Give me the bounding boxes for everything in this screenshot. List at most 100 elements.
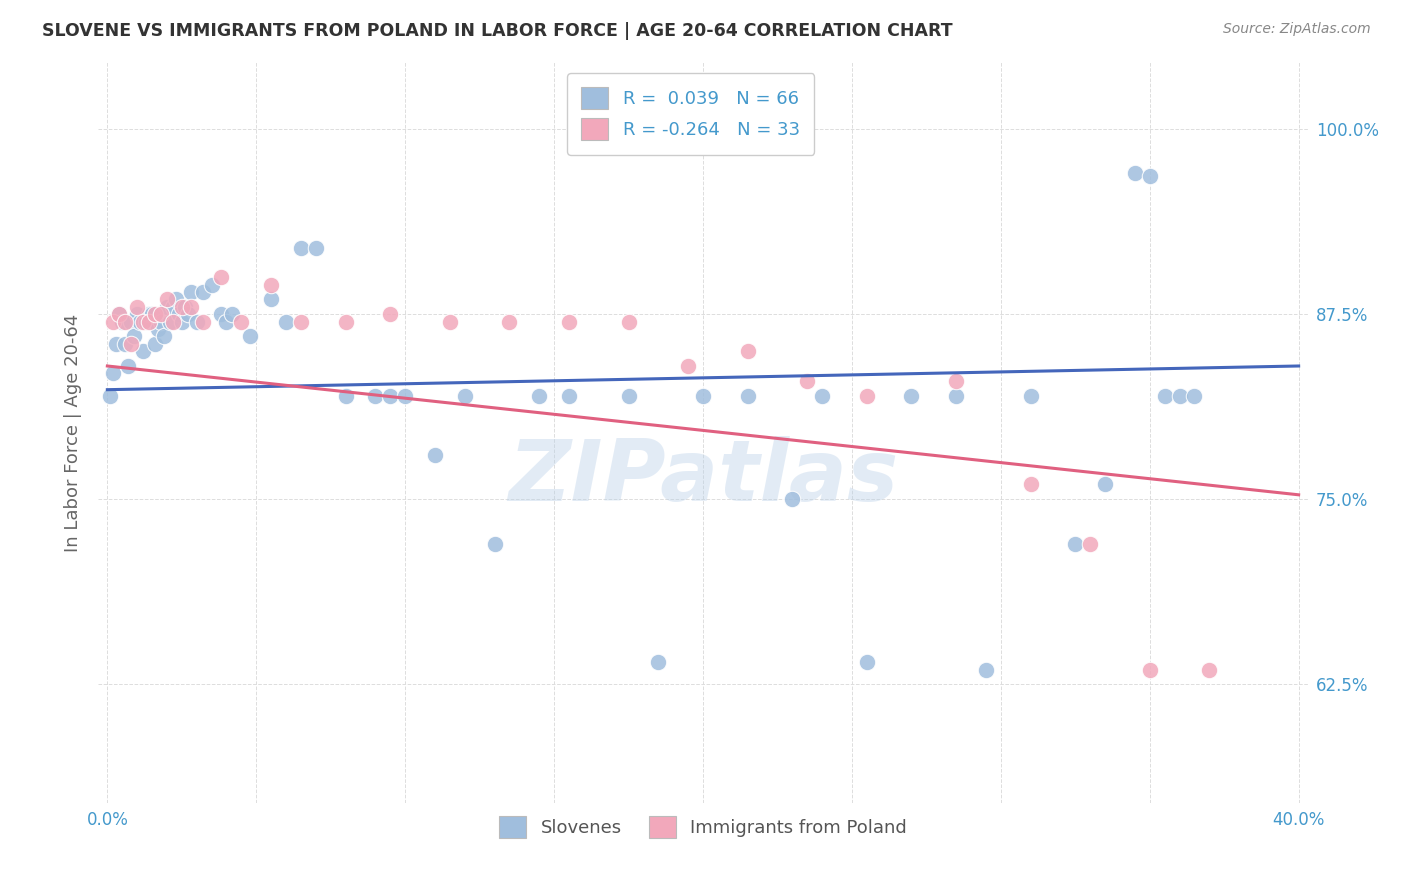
Point: [191, 314, 214, 328]
Point: [209, 270, 232, 285]
Point: [114, 314, 136, 328]
Point: [676, 359, 699, 373]
Point: [335, 389, 357, 403]
Point: [239, 329, 262, 343]
Point: [856, 655, 879, 669]
Point: [527, 389, 550, 403]
Point: [260, 293, 283, 307]
Text: SLOVENE VS IMMIGRANTS FROM POLAND IN LABOR FORCE | AGE 20-64 CORRELATION CHART: SLOVENE VS IMMIGRANTS FROM POLAND IN LAB…: [42, 22, 953, 40]
Point: [173, 300, 195, 314]
Point: [180, 285, 202, 299]
Point: [1139, 169, 1161, 184]
Point: [558, 314, 581, 328]
Point: [127, 300, 149, 314]
Point: [209, 307, 232, 321]
Point: [260, 277, 283, 292]
Point: [149, 314, 172, 328]
Point: [165, 293, 187, 307]
Point: [1019, 389, 1042, 403]
Point: [782, 492, 804, 507]
Point: [1123, 166, 1146, 180]
Point: [120, 336, 142, 351]
Point: [138, 307, 160, 321]
Point: [439, 314, 461, 328]
Point: [1184, 389, 1206, 403]
Point: [454, 389, 477, 403]
Point: [1064, 537, 1087, 551]
Point: [132, 314, 155, 328]
Point: [945, 389, 967, 403]
Text: Source: ZipAtlas.com: Source: ZipAtlas.com: [1223, 22, 1371, 37]
Point: [737, 389, 759, 403]
Point: [170, 314, 193, 328]
Point: [103, 367, 125, 381]
Point: [1094, 477, 1116, 491]
Point: [162, 314, 184, 328]
Point: [796, 374, 818, 388]
Point: [98, 389, 121, 403]
Point: [180, 300, 202, 314]
Point: [394, 389, 416, 403]
Point: [141, 307, 163, 321]
Point: [498, 314, 520, 328]
Point: [127, 307, 149, 321]
Point: [231, 314, 253, 328]
Point: [143, 336, 166, 351]
Point: [167, 307, 190, 321]
Point: [159, 314, 181, 328]
Point: [120, 314, 142, 328]
Point: [1153, 389, 1175, 403]
Point: [484, 537, 506, 551]
Point: [170, 300, 193, 314]
Point: [162, 300, 184, 314]
Y-axis label: In Labor Force | Age 20-64: In Labor Force | Age 20-64: [63, 313, 82, 552]
Point: [108, 307, 131, 321]
Point: [1139, 663, 1161, 677]
Point: [186, 314, 208, 328]
Point: [335, 314, 357, 328]
Point: [423, 448, 446, 462]
Point: [135, 314, 157, 328]
Point: [156, 300, 179, 314]
Point: [617, 314, 640, 328]
Text: ZIPatlas: ZIPatlas: [508, 435, 898, 518]
Point: [108, 307, 131, 321]
Point: [177, 307, 200, 321]
Point: [114, 336, 136, 351]
Point: [111, 314, 134, 328]
Point: [558, 389, 581, 403]
Point: [200, 277, 222, 292]
Point: [1019, 477, 1042, 491]
Point: [149, 307, 172, 321]
Point: [274, 314, 297, 328]
Point: [974, 663, 997, 677]
Legend: Slovenes, Immigrants from Poland: Slovenes, Immigrants from Poland: [489, 807, 917, 847]
Point: [364, 389, 387, 403]
Point: [945, 374, 967, 388]
Point: [856, 389, 879, 403]
Point: [132, 344, 155, 359]
Point: [215, 314, 238, 328]
Point: [143, 307, 166, 321]
Point: [156, 293, 179, 307]
Point: [191, 285, 214, 299]
Point: [737, 344, 759, 359]
Point: [380, 307, 402, 321]
Point: [900, 389, 922, 403]
Point: [811, 389, 834, 403]
Point: [305, 240, 328, 254]
Point: [138, 314, 160, 328]
Point: [105, 336, 128, 351]
Point: [221, 307, 243, 321]
Point: [647, 655, 669, 669]
Point: [129, 314, 152, 328]
Point: [380, 389, 402, 403]
Point: [617, 389, 640, 403]
Point: [117, 359, 139, 373]
Point: [146, 322, 169, 336]
Point: [1198, 663, 1220, 677]
Point: [122, 329, 145, 343]
Point: [692, 389, 714, 403]
Point: [290, 314, 312, 328]
Point: [153, 329, 176, 343]
